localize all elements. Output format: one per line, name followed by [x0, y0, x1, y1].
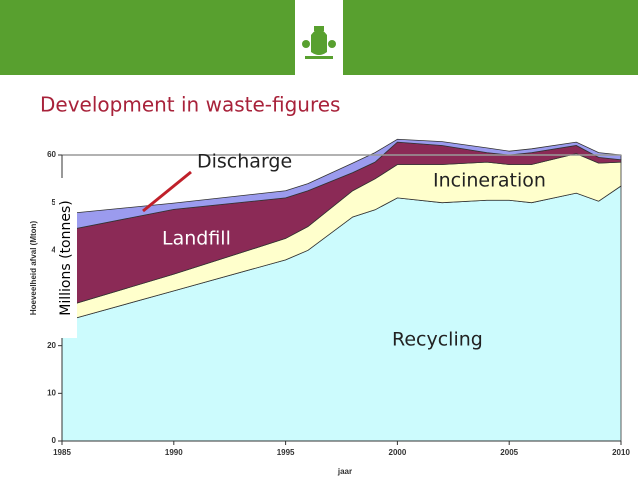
slide-title: Development in waste-figures — [40, 93, 340, 117]
y-tick-label: 60 — [47, 150, 56, 159]
x-tick-label: 1990 — [165, 448, 183, 457]
x-tick-label: 1995 — [277, 448, 295, 457]
x-tick-label: 2000 — [389, 448, 407, 457]
series-label: Discharge — [197, 151, 292, 173]
y-label-overlay: Millions (tonnes) — [58, 200, 74, 315]
x-tick-label: 1985 — [53, 448, 71, 457]
x-axis-label: jaar — [337, 467, 352, 476]
y-tick-label: 10 — [47, 388, 56, 397]
y-tick-label: 0 — [52, 436, 57, 445]
pointer — [142, 170, 192, 213]
x-tick-label: 2005 — [500, 448, 518, 457]
y-axis-label: Hoeveelheid afval (Mton) — [29, 221, 38, 316]
area — [61, 138, 622, 232]
series-label: Incineration — [433, 170, 546, 192]
y-tick-label: 4 — [52, 245, 57, 254]
x-tick-label: 2010 — [612, 448, 630, 457]
emblem — [302, 26, 336, 59]
y-label-overlay-bg — [55, 178, 77, 338]
y-tick-label: 20 — [47, 341, 56, 350]
y-tick-label: 5 — [52, 198, 57, 207]
series-label: Landfill — [162, 228, 231, 250]
series-label: Recycling — [392, 329, 483, 351]
